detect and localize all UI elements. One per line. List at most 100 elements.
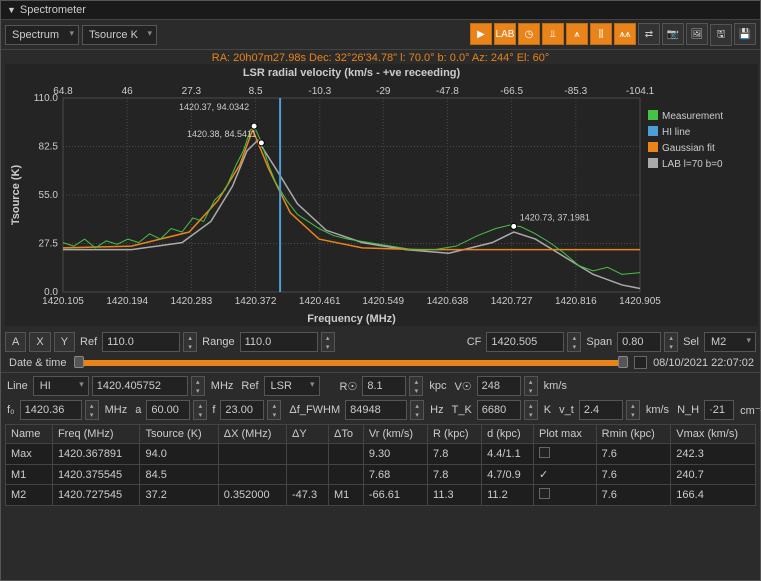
range-input[interactable] [240, 332, 318, 352]
swap-button[interactable]: ⇄ [638, 23, 660, 45]
LAB-button[interactable]: LAB [494, 23, 516, 45]
cell: M1 [328, 485, 363, 506]
col-header[interactable]: Rmin (kpc) [596, 425, 671, 444]
svg-text:HI line: HI line [662, 127, 691, 138]
vsun-spinner[interactable]: ▴▾ [524, 376, 538, 396]
table-row[interactable]: Max1420.36789194.09.307.84.4/1.17.6242.3 [6, 444, 756, 465]
dfwhm-spinner[interactable]: ▴▾ [410, 400, 424, 420]
vsun-unit: km/s [541, 380, 570, 392]
spectrum-chart[interactable]: 1420.10564.81420.194461420.28327.31420.3… [5, 64, 756, 326]
cf-input[interactable] [486, 332, 564, 352]
cell: Max [6, 444, 53, 465]
rsun-spinner[interactable]: ▴▾ [409, 376, 423, 396]
ref-input[interactable] [102, 332, 180, 352]
disk-button[interactable]: 💾 [734, 23, 756, 45]
plot-type-select[interactable]: Spectrum [5, 25, 79, 45]
svg-text:-29: -29 [376, 86, 391, 97]
col-header[interactable]: R (kpc) [428, 425, 482, 444]
save-button[interactable]: 🖫 [710, 24, 732, 46]
nh-unit: cm⁻² [737, 404, 761, 417]
f0-spinner[interactable]: ▴▾ [85, 400, 99, 420]
vsun-input[interactable] [477, 376, 521, 396]
tk-spinner[interactable]: ▴▾ [524, 400, 538, 420]
y-button[interactable]: Y [54, 332, 75, 352]
col-header[interactable]: Freq (MHz) [52, 425, 140, 444]
cell: 94.0 [140, 444, 218, 465]
table-row[interactable]: M11420.37554584.57.687.84.7/0.9✓7.6240.7 [6, 465, 756, 485]
datetime-row: Date & time 08/10/2021 22:07:02 [1, 354, 760, 371]
cell: 37.2 [140, 485, 218, 506]
col-header[interactable]: ΔY [287, 425, 329, 444]
datetime-checkbox[interactable] [634, 356, 647, 369]
f-spinner[interactable]: ▴▾ [267, 400, 281, 420]
cell: 166.4 [671, 485, 756, 506]
cell [328, 465, 363, 485]
chart2-button[interactable]: ⩚ [566, 23, 588, 45]
f0-input[interactable] [20, 400, 82, 420]
img-button[interactable]: 🖼 [686, 23, 708, 45]
col-header[interactable]: Vmax (km/s) [671, 425, 756, 444]
cell: 0.352000 [218, 485, 286, 506]
cell [328, 444, 363, 465]
line-freq-input[interactable] [92, 376, 188, 396]
range-spinner[interactable]: ▴▾ [321, 332, 335, 352]
a-spinner[interactable]: ▴▾ [193, 400, 207, 420]
run-button[interactable]: ▶ [470, 23, 492, 45]
nh-input[interactable] [704, 400, 734, 420]
col-header[interactable]: Name [6, 425, 53, 444]
line-freq-spinner[interactable]: ▴▾ [191, 376, 205, 396]
col-header[interactable]: Plot max [534, 425, 597, 444]
table-row[interactable]: M21420.72754537.20.352000-47.3M1-66.6111… [6, 485, 756, 506]
autoscale-button[interactable]: A [5, 332, 26, 352]
line-select[interactable]: HI [33, 376, 89, 396]
span-spinner[interactable]: ▴▾ [664, 332, 678, 352]
chart1-button[interactable]: ⫫ [542, 23, 564, 45]
svg-text:LSR radial velocity (km/s - +v: LSR radial velocity (km/s - +ve receedin… [243, 67, 461, 79]
cell: 7.6 [596, 485, 671, 506]
clock-button[interactable]: ◷ [518, 23, 540, 45]
cell: -47.3 [287, 485, 329, 506]
svg-text:1420.461: 1420.461 [299, 296, 341, 307]
markers-table: NameFreq (MHz)Tsource (K)ΔX (MHz)ΔYΔToVr… [5, 424, 756, 506]
col-header[interactable]: d (kpc) [482, 425, 534, 444]
chart4-button[interactable]: ⩚⩚ [614, 23, 636, 45]
svg-text:-104.1: -104.1 [626, 86, 655, 97]
svg-text:0.0: 0.0 [44, 287, 58, 298]
collapse-icon[interactable]: ▼ [7, 5, 16, 15]
nh-label: N_H [675, 404, 701, 416]
window-title: Spectrometer [20, 4, 86, 16]
datetime-slider[interactable] [74, 360, 628, 366]
f-input[interactable] [220, 400, 264, 420]
cf-spinner[interactable]: ▴▾ [567, 332, 581, 352]
axis-controls-row: A X Y Ref ▴▾ Range ▴▾ CF ▴▾ Span ▴▾ Sel … [1, 330, 760, 354]
ref-frame-select[interactable]: LSR [264, 376, 320, 396]
line-freq-unit: MHz [208, 380, 237, 392]
span-input[interactable] [617, 332, 661, 352]
col-header[interactable]: Vr (km/s) [363, 425, 427, 444]
vt-input[interactable] [579, 400, 623, 420]
col-header[interactable]: ΔX (MHz) [218, 425, 286, 444]
cell: 7.68 [363, 465, 427, 485]
svg-text:1420.283: 1420.283 [171, 296, 213, 307]
params-row: f₀ ▴▾ MHz a ▴▾ f ▴▾ Δf_FWHM ▴▾ Hz T_K ▴▾… [1, 398, 760, 422]
chart3-button[interactable]: ⫼ [590, 23, 612, 45]
col-header[interactable]: Tsource (K) [140, 425, 218, 444]
yaxis-select[interactable]: Tsource K [82, 25, 157, 45]
ref-spinner[interactable]: ▴▾ [183, 332, 197, 352]
vt-spinner[interactable]: ▴▾ [626, 400, 640, 420]
svg-text:Tsource (K): Tsource (K) [10, 165, 22, 226]
x-button[interactable]: X [29, 332, 50, 352]
svg-text:Measurement: Measurement [662, 111, 723, 122]
rsun-unit: kpc [426, 380, 449, 392]
sel-select[interactable]: M2 [704, 332, 756, 352]
rsun-input[interactable] [362, 376, 406, 396]
cam-button[interactable]: 📷 [662, 23, 684, 45]
rsun-label: R☉ [338, 380, 360, 393]
cell: 11.3 [428, 485, 482, 506]
col-header[interactable]: ΔTo [328, 425, 363, 444]
tk-input[interactable] [477, 400, 521, 420]
window-titlebar: ▼ Spectrometer [1, 1, 760, 20]
cell: 242.3 [671, 444, 756, 465]
dfwhm-input[interactable] [345, 400, 407, 420]
a-input[interactable] [146, 400, 190, 420]
